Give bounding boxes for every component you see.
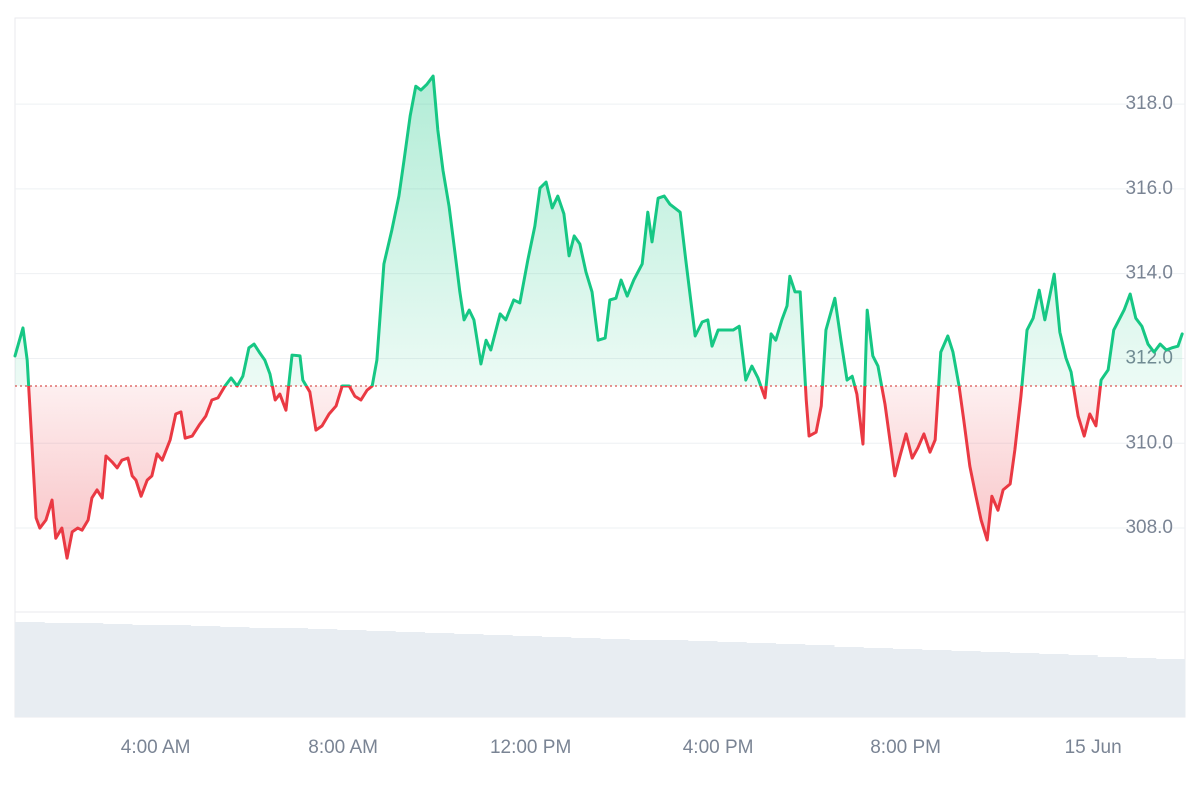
- volume-bar: [483, 635, 513, 717]
- volume-bar: [951, 651, 981, 717]
- volume-bar: [687, 641, 718, 717]
- volume-bar: [424, 633, 455, 717]
- volume-bar: [512, 636, 542, 717]
- volume-bar: [132, 625, 162, 717]
- volume-bar: [717, 642, 747, 717]
- volume-bar: [600, 639, 630, 717]
- volume-bar: [1126, 658, 1157, 717]
- volume-bar: [921, 650, 952, 717]
- price-line: [13, 74, 1184, 560]
- volume-bar: [102, 624, 133, 717]
- volume-bar: [307, 629, 338, 717]
- volume-bar: [1068, 655, 1098, 717]
- volume-bar: [366, 631, 396, 717]
- x-tick-label: 4:00 PM: [683, 737, 754, 758]
- volume-bar: [863, 648, 893, 717]
- volume-bar: [15, 622, 45, 717]
- volume-bar: [775, 644, 806, 717]
- volume-bar: [336, 630, 367, 717]
- y-tick-label: 308.0: [1125, 517, 1173, 538]
- volume-bar: [834, 647, 864, 717]
- volume-bar: [249, 628, 279, 717]
- x-tick-label: 15 Jun: [1065, 737, 1122, 758]
- y-tick-label: 318.0: [1125, 93, 1173, 114]
- volume-bar: [980, 652, 1010, 717]
- volume-bar: [570, 638, 601, 717]
- volume-bar: [658, 640, 689, 717]
- volume-bar: [1038, 654, 1069, 717]
- volume-bar: [746, 643, 776, 717]
- volume-bar: [278, 628, 308, 717]
- volume-bar: [804, 645, 835, 717]
- x-tick-label: 4:00 AM: [121, 737, 191, 758]
- volume-bar: [219, 627, 250, 717]
- volume-bar: [1097, 657, 1127, 717]
- y-tick-label: 316.0: [1125, 178, 1173, 199]
- volume-bar: [629, 640, 659, 717]
- volume-bar: [892, 649, 923, 717]
- y-tick-label: 314.0: [1125, 263, 1173, 284]
- volume-bar: [453, 634, 484, 717]
- volume-bar: [1009, 653, 1040, 717]
- volume-bar: [541, 637, 572, 717]
- volume-bar: [190, 626, 221, 717]
- y-tick-label: 310.0: [1125, 432, 1173, 453]
- volume-bar: [1155, 659, 1186, 717]
- volume-bar: [73, 623, 104, 717]
- x-tick-label: 12:00 PM: [490, 737, 571, 758]
- volume-bar: [161, 625, 191, 717]
- volume-bar: [395, 632, 425, 717]
- x-tick-label: 8:00 AM: [308, 737, 378, 758]
- x-tick-label: 8:00 PM: [870, 737, 941, 758]
- volume-bar: [44, 623, 74, 717]
